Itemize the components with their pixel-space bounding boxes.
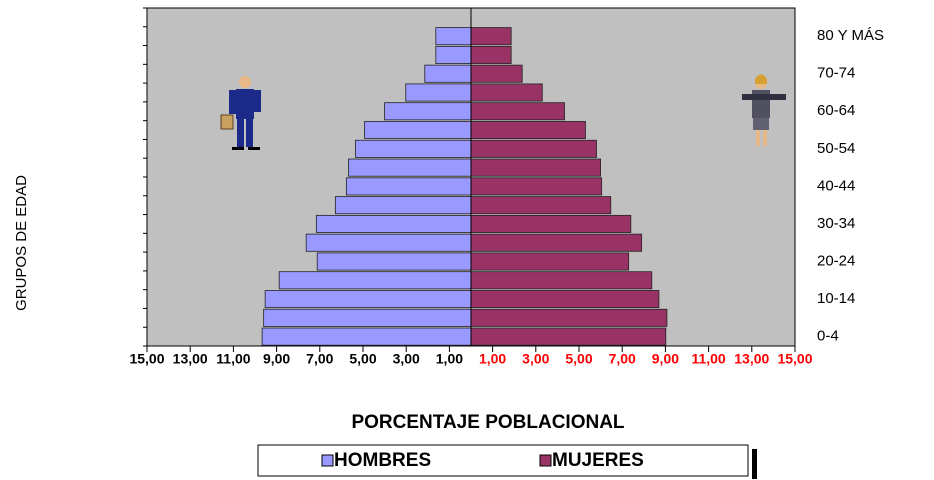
bar <box>348 158 472 177</box>
bar <box>315 214 472 233</box>
category-label: 70-74 <box>817 65 855 82</box>
x-tick-label: 13,00 <box>734 351 769 367</box>
x-tick-label: 11,00 <box>216 351 250 367</box>
bar <box>470 308 668 327</box>
legend: HOMBRES MUJERES <box>257 444 757 479</box>
bar <box>334 196 472 215</box>
bar <box>470 121 586 140</box>
x-tick-label: 3,00 <box>393 351 420 367</box>
bar <box>470 327 667 346</box>
bar <box>470 45 512 64</box>
x-tick-label: 5,00 <box>565 351 592 367</box>
bar <box>261 327 472 346</box>
bar <box>470 177 603 196</box>
category-label: 50-54 <box>817 140 855 157</box>
category-label: 60-64 <box>817 102 855 119</box>
bar <box>470 271 653 290</box>
x-tick-label: 15,00 <box>129 351 164 367</box>
bar <box>470 233 643 252</box>
y-axis-label: GRUPOS DE EDAD <box>13 175 30 311</box>
x-tick-label: 9,00 <box>652 351 679 367</box>
bar <box>316 252 472 271</box>
bar <box>355 139 472 158</box>
man-icon <box>220 76 261 150</box>
legend-label: HOMBRES <box>334 450 431 471</box>
bar <box>424 64 472 83</box>
bar <box>470 158 602 177</box>
legend-swatch <box>539 454 552 467</box>
bar <box>405 83 472 102</box>
category-label: 40-44 <box>817 177 855 194</box>
x-tick-label: 11,00 <box>691 351 725 367</box>
bar <box>470 139 597 158</box>
legend-swatch <box>321 454 334 467</box>
bar <box>263 308 472 327</box>
x-tick-label: 7,00 <box>609 351 636 367</box>
category-label: 10-14 <box>817 290 855 307</box>
bar <box>470 64 523 83</box>
bar <box>470 196 612 215</box>
x-tick-label: 1,00 <box>479 351 506 367</box>
bar <box>470 290 660 309</box>
x-tick-label: 5,00 <box>349 351 376 367</box>
bar <box>345 177 472 196</box>
x-tick-label: 3,00 <box>522 351 549 367</box>
legend-label: MUJERES <box>552 450 644 471</box>
x-tick-label: 7,00 <box>306 351 333 367</box>
x-tick-label: 13,00 <box>173 351 208 367</box>
category-label: 80 Y MÁS <box>817 27 884 44</box>
category-label: 0-4 <box>817 328 839 345</box>
x-tick-label: 15,00 <box>777 351 812 367</box>
category-label: 30-34 <box>817 215 855 232</box>
bar <box>435 45 472 64</box>
woman-icon <box>742 74 786 146</box>
bar <box>384 102 472 121</box>
chart-title: PORCENTAJE POBLACIONAL <box>351 412 624 433</box>
bar <box>364 121 472 140</box>
bar <box>470 27 512 46</box>
x-tick-label: 1,00 <box>436 351 463 367</box>
bar <box>470 214 632 233</box>
bar <box>470 83 543 102</box>
bar <box>278 271 472 290</box>
bar <box>435 27 472 46</box>
bar <box>470 102 565 121</box>
bar <box>305 233 472 252</box>
bar <box>470 252 630 271</box>
bar <box>264 290 472 309</box>
x-tick-label: 9,00 <box>263 351 290 367</box>
category-label: 20-24 <box>817 252 855 269</box>
